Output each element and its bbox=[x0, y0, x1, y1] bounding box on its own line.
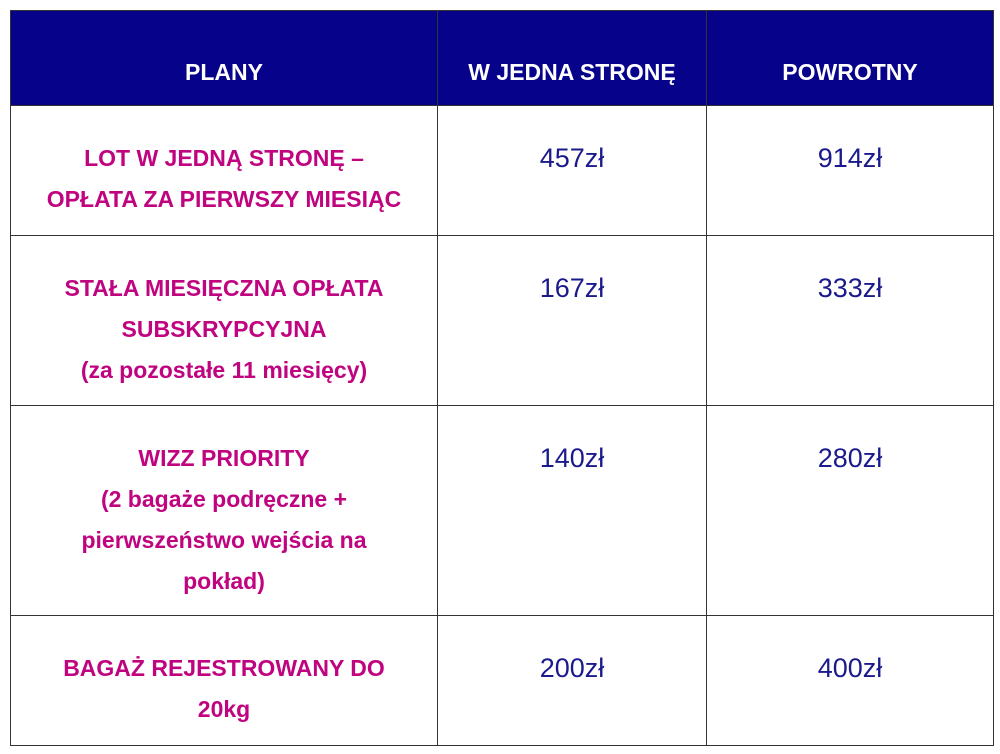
plan-cell: STAŁA MIESIĘCZNA OPŁATA SUBSKRYPCYJNA (z… bbox=[10, 235, 438, 406]
plan-cell: WIZZ PRIORITY (2 bagaże podręczne + pier… bbox=[10, 405, 438, 616]
return-price: 400zł bbox=[706, 615, 994, 746]
header-one-way: W JEDNA STRONĘ bbox=[437, 10, 707, 106]
return-price: 914zł bbox=[706, 105, 994, 236]
table-row: BAGAŻ REJESTROWANY DO 20kg 200zł 400zł bbox=[10, 615, 994, 746]
plan-cell: LOT W JEDNĄ STRONĘ – OPŁATA ZA PIERWSZY … bbox=[10, 105, 438, 236]
plan-cell: BAGAŻ REJESTROWANY DO 20kg bbox=[10, 615, 438, 746]
plan-line: STAŁA MIESIĘCZNA OPŁATA bbox=[64, 275, 384, 301]
table-row: STAŁA MIESIĘCZNA OPŁATA SUBSKRYPCYJNA (z… bbox=[10, 235, 994, 406]
plan-line: (za pozostałe 11 miesięcy) bbox=[80, 357, 368, 383]
header-row: PLANY W JEDNA STRONĘ POWROTNY bbox=[10, 10, 994, 106]
plan-line: WIZZ PRIORITY bbox=[138, 445, 310, 471]
plan-line: 20kg bbox=[197, 696, 251, 722]
one-way-price: 167zł bbox=[437, 235, 707, 406]
plan-line: pierwszeństwo wejścia na bbox=[81, 527, 367, 553]
return-price: 280zł bbox=[706, 405, 994, 616]
plan-line: LOT W JEDNĄ STRONĘ – bbox=[84, 145, 364, 171]
table-row: LOT W JEDNĄ STRONĘ – OPŁATA ZA PIERWSZY … bbox=[10, 105, 994, 236]
header-plans: PLANY bbox=[10, 10, 438, 106]
return-price: 333zł bbox=[706, 235, 994, 406]
one-way-price: 457zł bbox=[437, 105, 707, 236]
plan-line: BAGAŻ REJESTROWANY DO bbox=[63, 655, 385, 681]
plan-line: (2 bagaże podręczne + bbox=[100, 486, 348, 512]
plan-line: OPŁATA ZA PIERWSZY MIESIĄC bbox=[46, 186, 402, 212]
header-return: POWROTNY bbox=[706, 10, 994, 106]
plan-line: SUBSKRYPCYJNA bbox=[121, 316, 327, 342]
pricing-table: PLANY W JEDNA STRONĘ POWROTNY LOT W JEDN… bbox=[10, 10, 994, 746]
table-row: WIZZ PRIORITY (2 bagaże podręczne + pier… bbox=[10, 405, 994, 616]
one-way-price: 200zł bbox=[437, 615, 707, 746]
plan-line: pokład) bbox=[183, 568, 265, 594]
one-way-price: 140zł bbox=[437, 405, 707, 616]
